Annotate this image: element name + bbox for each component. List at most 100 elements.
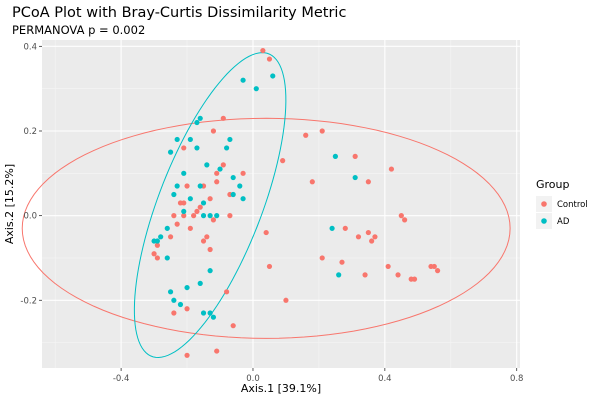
point-control-51 [365,229,371,236]
y-tick-label-3: 0.4 [23,42,37,52]
point-control-60 [411,276,418,282]
point-control-19 [191,213,197,219]
point-control-36 [171,310,177,316]
point-control-23 [187,225,193,231]
point-ad-11 [204,162,210,168]
point-control-57 [385,263,391,270]
point-ad-27 [164,225,170,231]
point-control-2 [220,115,226,121]
point-control-18 [181,213,187,219]
point-control-62 [431,263,437,270]
legend-label-ad: AD [557,217,570,227]
plot-panel [42,40,520,368]
point-control-45 [365,179,371,185]
point-ad-44 [336,272,342,278]
point-ad-10 [167,149,174,155]
point-ad-4 [194,119,200,126]
point-ad-37 [177,301,184,308]
point-ad-38 [200,310,207,316]
point-ad-33 [184,284,190,291]
point-control-43 [309,179,315,185]
point-control-63 [434,268,441,274]
point-ad-43 [329,225,335,231]
point-control-33 [283,297,289,303]
y-tick-label-1: 0.0 [23,212,37,222]
axis-ticks: -0.4 0.0 0.4 0.8 -0.2 0.0 0.2 0.4 [20,42,523,384]
ellipse-ad [133,52,287,358]
confidence-ellipses [21,52,511,358]
point-control-16 [194,208,200,215]
point-control-55 [339,259,345,265]
point-control-46 [388,166,395,172]
point-control-54 [319,255,325,261]
data-points [151,47,441,358]
point-control-52 [372,234,378,240]
point-control-42 [319,128,325,134]
point-ad-2 [253,86,259,92]
point-control-22 [174,221,180,227]
point-control-35 [184,306,190,312]
point-control-8 [214,179,220,185]
legend: Group Control AD [536,178,588,229]
point-ad-25 [207,213,213,219]
point-control-26 [151,251,157,257]
point-ad-30 [154,238,160,244]
x-axis-label: Axis.1 [39.1%] [241,382,321,395]
point-ad-24 [200,213,207,219]
point-control-9 [184,183,190,189]
point-control-56 [362,272,368,278]
point-control-14 [197,204,203,210]
legend-swatch-control [541,201,547,207]
point-ad-35 [197,280,203,286]
point-control-24 [167,234,174,240]
legend-label-control: Control [557,200,588,210]
point-ad-36 [167,289,174,295]
point-control-21 [210,217,217,223]
point-ad-5 [174,136,180,143]
point-control-48 [402,217,408,223]
point-control-40 [280,158,286,164]
point-control-13 [181,200,187,206]
y-tick-label-2: 0.2 [23,127,37,137]
point-ad-13 [181,170,187,176]
point-ad-21 [187,196,193,202]
point-control-31 [263,229,269,236]
legend-title: Group [536,178,570,191]
point-ad-41 [332,153,338,159]
point-ad-18 [237,183,243,189]
point-control-6 [214,170,220,176]
point-control-27 [154,255,160,261]
point-control-32 [266,263,273,270]
point-control-28 [204,234,210,240]
point-control-1 [266,56,273,62]
x-tick-label-3: 0.8 [510,374,524,384]
point-control-0 [260,47,266,54]
point-control-53 [369,238,375,244]
y-tick-label-0: -0.2 [20,296,37,306]
point-ad-20 [240,196,246,202]
point-ad-16 [171,191,177,198]
grid-lines [42,40,520,368]
point-ad-40 [210,314,217,320]
point-control-30 [207,246,213,253]
point-ad-31 [164,255,170,261]
point-control-29 [200,238,207,244]
point-control-58 [395,272,401,278]
point-ad-14 [230,174,236,181]
point-control-34 [224,289,230,295]
point-ad-17 [197,183,203,189]
point-control-4 [181,145,187,151]
point-control-20 [227,213,233,219]
point-ad-8 [224,145,230,151]
point-control-47 [398,213,404,219]
point-ad-9 [194,145,200,151]
point-control-25 [154,242,160,248]
legend-swatch-ad [541,218,547,224]
point-ad-3 [197,115,203,121]
point-control-17 [171,213,177,219]
point-ad-6 [187,136,193,143]
point-control-15 [207,196,213,202]
point-ad-23 [200,200,207,206]
point-control-44 [352,153,358,159]
